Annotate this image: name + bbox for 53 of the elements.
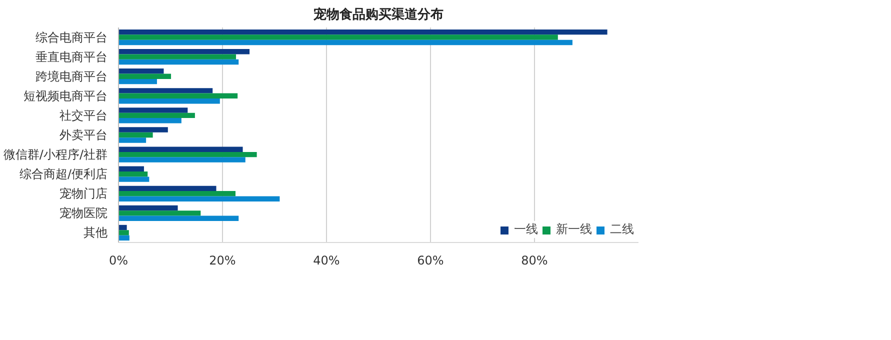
bar [118,171,148,177]
legend-label: 二线 [610,221,634,238]
bar [118,166,144,172]
y-tick-label: 宠物医院 [60,206,108,220]
bar [118,54,236,60]
bar [118,98,220,104]
bar [118,74,172,79]
y-tick-label: 综合商超/便利店 [19,167,108,182]
bar [118,59,239,65]
bar [118,108,188,113]
chart-title: 宠物食品购买渠道分布 [312,6,444,22]
bar [118,235,130,241]
y-tick-label: 短视频电商平台 [24,88,108,103]
x-tick-label: 0% [108,254,128,268]
bar [118,216,239,221]
x-tick-label: 60% [417,254,444,268]
bar [118,152,257,158]
bar [118,40,572,46]
y-tick-label: 宠物门店 [60,186,108,201]
bar [118,146,243,152]
bar [118,78,157,84]
bar [118,127,168,132]
bar [118,230,129,236]
bar [118,118,182,124]
y-tick-label: 微信群/小程序/社群 [3,148,108,162]
bar [118,205,178,211]
y-tick-label: 外卖平台 [60,128,108,142]
bar [118,138,146,143]
bar [118,49,250,54]
bar [118,68,164,74]
bar [118,132,153,138]
bar [118,176,150,182]
x-tick-label: 20% [209,254,236,268]
x-tick-label: 40% [313,254,340,268]
y-tick-label: 综合电商平台 [36,30,108,44]
y-tick-label: 垂直电商平台 [36,50,108,64]
bar [118,93,238,99]
y-tick-label: 跨境电商平台 [36,69,108,84]
bar [118,186,216,192]
bar [118,196,280,202]
bar [118,112,195,118]
bar [118,29,608,35]
legend-label: 一线 [514,221,538,238]
bar [118,191,236,196]
bar [118,34,558,40]
bar [118,224,127,230]
bar [118,157,246,162]
legend-label: 新一线 [556,221,592,238]
bar [118,210,201,216]
y-tick-label: 社交平台 [60,108,108,122]
bar [118,88,213,94]
y-tick-label: 其他 [84,226,108,240]
x-tick-label: 80% [521,254,548,268]
